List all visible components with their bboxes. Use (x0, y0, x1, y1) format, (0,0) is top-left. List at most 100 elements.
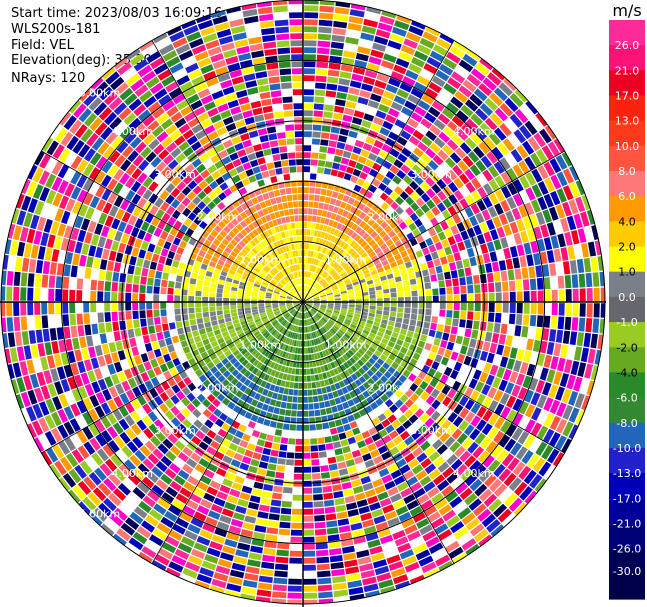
ppi-gate (298, 201, 303, 208)
ppi-gate (290, 309, 296, 314)
ppi-gate (189, 38, 204, 49)
ppi-gate (470, 113, 484, 126)
ppi-gate (274, 211, 281, 219)
ppi-gate (95, 433, 107, 447)
ppi-gate (457, 507, 472, 520)
ppi-gate (437, 324, 444, 332)
ppi-gate (95, 185, 106, 198)
ppi-gate (56, 263, 64, 276)
ppi-gate (264, 382, 272, 390)
ppi-gate (587, 241, 597, 257)
ppi-gate (273, 308, 280, 312)
ppi-gate (482, 253, 491, 264)
ppi-gate (259, 327, 266, 333)
ppi-gate (168, 87, 182, 99)
ppi-gate (249, 240, 257, 247)
ppi-gate (274, 563, 289, 571)
ppi-gate (121, 145, 134, 158)
ppi-gate (292, 310, 297, 316)
ppi-gate (281, 160, 289, 167)
ppi-gate (249, 275, 256, 281)
ppi-gate (493, 161, 505, 174)
ppi-gate (465, 181, 476, 194)
ppi-gate (204, 321, 212, 328)
ppi-gate (442, 466, 455, 479)
ppi-gate (16, 210, 27, 226)
ppi-gate (329, 329, 335, 336)
ppi-gate (97, 141, 110, 155)
ppi-gate (212, 59, 227, 70)
ppi-gate (174, 135, 186, 146)
ppi-gate (488, 498, 503, 513)
ppi-gate (327, 267, 333, 273)
ppi-gate (231, 562, 246, 572)
ppi-gate (326, 308, 333, 312)
ppi-gate (12, 225, 22, 241)
ppi-gate (175, 43, 191, 55)
ppi-gate (537, 290, 544, 302)
ppi-gate (294, 124, 303, 131)
ppi-gate (324, 104, 335, 112)
ppi-gate (534, 478, 547, 493)
ppi-gate (329, 176, 337, 184)
ppi-gate (209, 261, 217, 268)
ppi-gate (380, 585, 396, 594)
ppi-gate (361, 196, 370, 205)
ppi-gate (296, 236, 300, 243)
ppi-gate (361, 285, 368, 290)
ppi-gate (410, 313, 418, 320)
ppi-gate (365, 159, 375, 168)
ppi-gate (186, 392, 196, 402)
ppi-gate (104, 111, 117, 126)
ppi-gate (424, 568, 439, 578)
ppi-gate (347, 181, 356, 190)
azimuth-line (41, 301, 304, 454)
ppi-gate (395, 196, 404, 206)
ppi-gate (287, 395, 293, 403)
ppi-gate (533, 226, 543, 240)
ppi-gate (369, 502, 381, 511)
ppi-gate (476, 419, 487, 432)
ppi-gate (238, 535, 252, 545)
ppi-gate (292, 272, 296, 279)
ppi-gate (293, 310, 297, 317)
ppi-gate (450, 152, 462, 164)
ppi-gate (343, 378, 350, 386)
ppi-gate (441, 385, 451, 395)
ppi-gate (7, 364, 15, 379)
ppi-gate (193, 216, 202, 226)
ppi-gate (237, 542, 251, 551)
ppi-gate (549, 399, 561, 415)
ppi-gate (238, 251, 246, 259)
ppi-gate (52, 144, 65, 159)
ppi-gate (160, 248, 169, 257)
ppi-gate (317, 47, 330, 55)
ppi-gate (198, 374, 208, 383)
ppi-gate (307, 319, 311, 325)
ppi-gate (440, 220, 449, 231)
ppi-gate (305, 285, 309, 292)
ppi-gate (56, 366, 66, 380)
ppi-gate (298, 382, 303, 389)
ppi-gate (235, 381, 243, 389)
ppi-gate (464, 267, 472, 277)
ppi-gate (291, 368, 296, 375)
ppi-gate (204, 124, 216, 135)
ppi-gate (236, 268, 244, 275)
ppi-gate (20, 391, 31, 408)
ppi-gate (283, 480, 293, 487)
ppi-gate (162, 438, 174, 450)
ppi-gate (309, 431, 317, 438)
ppi-gate (345, 36, 359, 45)
ppi-gate (542, 264, 550, 277)
ppi-gate (159, 363, 169, 373)
ppi-gate (266, 237, 273, 244)
ppi-gate (490, 229, 499, 241)
ppi-gate (297, 396, 303, 403)
ppi-gate (325, 312, 332, 316)
ppi-gate (395, 505, 409, 516)
ppi-gate (455, 335, 464, 345)
ppi-gate (224, 317, 232, 323)
ppi-gate (352, 396, 360, 405)
ppi-gate (276, 273, 282, 280)
